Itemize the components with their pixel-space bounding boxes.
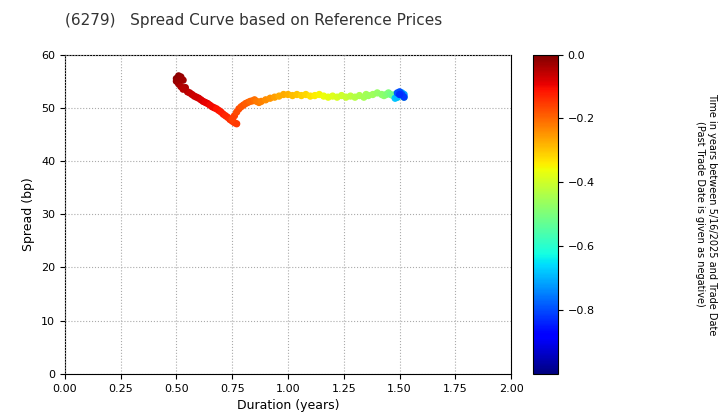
Point bbox=[318, 93, 330, 100]
Point bbox=[181, 89, 193, 95]
Point bbox=[199, 99, 211, 106]
Point bbox=[398, 94, 410, 100]
Point bbox=[242, 99, 253, 106]
Point bbox=[186, 91, 198, 98]
Point bbox=[177, 86, 189, 92]
Point bbox=[253, 99, 265, 106]
Point bbox=[244, 98, 256, 105]
Point bbox=[213, 107, 225, 114]
Point bbox=[202, 100, 213, 107]
Point bbox=[376, 91, 387, 98]
Point bbox=[231, 109, 243, 116]
Point bbox=[278, 91, 289, 98]
Point bbox=[336, 92, 347, 99]
Point bbox=[233, 105, 245, 112]
Point bbox=[220, 113, 231, 119]
X-axis label: Duration (years): Duration (years) bbox=[237, 399, 339, 412]
Point bbox=[378, 92, 390, 99]
Point bbox=[313, 91, 325, 98]
Y-axis label: Spread (bp): Spread (bp) bbox=[22, 177, 35, 251]
Point bbox=[305, 93, 316, 100]
Point bbox=[394, 92, 405, 99]
Point bbox=[341, 94, 352, 100]
Point bbox=[392, 94, 403, 100]
Point bbox=[361, 91, 372, 98]
Point bbox=[394, 91, 405, 98]
Point bbox=[256, 98, 267, 105]
Point bbox=[287, 92, 298, 99]
Point bbox=[173, 81, 184, 87]
Point bbox=[240, 100, 251, 107]
Point bbox=[195, 97, 207, 103]
Point bbox=[291, 91, 302, 98]
Point bbox=[215, 109, 227, 116]
Point bbox=[260, 97, 271, 103]
Point bbox=[392, 89, 403, 96]
Point bbox=[380, 91, 392, 98]
Point bbox=[309, 92, 320, 99]
Point bbox=[367, 91, 379, 98]
Point bbox=[179, 84, 191, 91]
Point bbox=[354, 92, 365, 99]
Point bbox=[327, 93, 338, 100]
Point bbox=[345, 93, 356, 100]
Point bbox=[173, 73, 184, 79]
Point bbox=[224, 116, 235, 123]
Point bbox=[251, 98, 263, 105]
Point bbox=[249, 97, 261, 103]
Y-axis label: Time in years between 5/16/2025 and Trade Date
(Past Trade Date is given as nega: Time in years between 5/16/2025 and Trad… bbox=[695, 93, 716, 336]
Point bbox=[222, 114, 233, 121]
Point bbox=[323, 94, 334, 100]
Point bbox=[394, 91, 405, 98]
Point bbox=[177, 77, 189, 84]
Point bbox=[385, 91, 397, 98]
Point bbox=[396, 91, 408, 98]
Point bbox=[349, 94, 361, 100]
Point bbox=[226, 116, 238, 123]
Point bbox=[396, 91, 408, 98]
Point bbox=[189, 93, 200, 100]
Point bbox=[282, 91, 294, 98]
Point bbox=[269, 94, 280, 100]
Point bbox=[204, 102, 216, 108]
Point bbox=[398, 91, 410, 98]
Point bbox=[191, 94, 202, 100]
Point bbox=[363, 92, 374, 99]
Point bbox=[217, 111, 229, 118]
Point bbox=[387, 92, 399, 99]
Point bbox=[274, 93, 285, 100]
Point bbox=[390, 91, 401, 98]
Point bbox=[235, 103, 247, 110]
Point bbox=[392, 94, 403, 100]
Point bbox=[211, 105, 222, 112]
Point bbox=[396, 89, 408, 96]
Point bbox=[231, 121, 243, 127]
Point bbox=[209, 105, 220, 111]
Point bbox=[372, 89, 383, 96]
Point bbox=[226, 118, 238, 124]
Point bbox=[175, 83, 186, 90]
Point bbox=[197, 98, 209, 105]
Point bbox=[246, 97, 258, 104]
Point bbox=[238, 102, 249, 108]
Point bbox=[184, 89, 196, 96]
Point bbox=[175, 74, 186, 80]
Point bbox=[171, 75, 182, 82]
Point bbox=[229, 113, 240, 119]
Point bbox=[296, 92, 307, 99]
Point bbox=[390, 95, 401, 102]
Point bbox=[383, 89, 395, 96]
Point bbox=[394, 89, 405, 95]
Point bbox=[229, 119, 240, 126]
Point bbox=[264, 95, 276, 102]
Point bbox=[358, 94, 369, 100]
Point bbox=[193, 95, 204, 102]
Point bbox=[207, 103, 218, 110]
Point bbox=[300, 91, 312, 98]
Point bbox=[331, 94, 343, 100]
Point bbox=[171, 78, 182, 84]
Point bbox=[398, 94, 410, 100]
Text: (6279)   Spread Curve based on Reference Prices: (6279) Spread Curve based on Reference P… bbox=[65, 13, 442, 28]
